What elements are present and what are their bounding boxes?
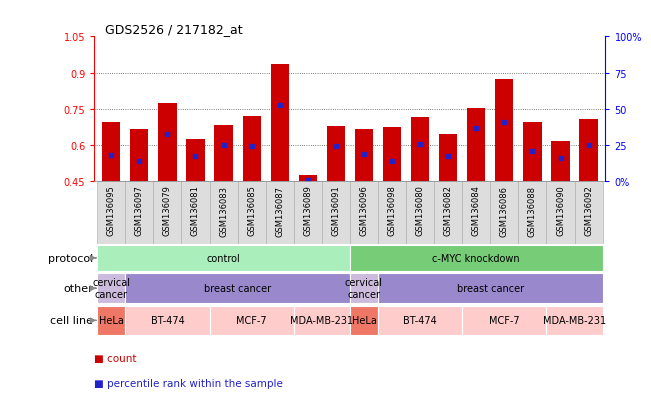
Text: c-MYC knockdown: c-MYC knockdown <box>432 253 520 263</box>
Bar <box>523 123 542 182</box>
Text: GSM136083: GSM136083 <box>219 185 228 236</box>
Bar <box>125 182 154 244</box>
Text: GSM136092: GSM136092 <box>584 185 593 236</box>
Bar <box>546 182 575 244</box>
Bar <box>378 306 462 335</box>
Text: GDS2526 / 217182_at: GDS2526 / 217182_at <box>105 23 242 36</box>
Bar <box>130 130 148 182</box>
Bar <box>378 274 603 303</box>
Text: ■ percentile rank within the sample: ■ percentile rank within the sample <box>94 378 283 388</box>
Bar <box>406 182 434 244</box>
Bar <box>462 306 546 335</box>
Bar <box>579 119 598 182</box>
Text: BT-474: BT-474 <box>403 316 437 325</box>
Text: breast cancer: breast cancer <box>204 283 271 294</box>
Bar <box>575 182 603 244</box>
Text: ■ count: ■ count <box>94 353 137 363</box>
Bar <box>490 182 518 244</box>
Text: cervical
cancer: cervical cancer <box>92 278 130 299</box>
Bar <box>97 245 350 271</box>
Text: HeLa: HeLa <box>352 316 376 325</box>
Bar <box>210 182 238 244</box>
Text: GSM136089: GSM136089 <box>303 185 312 236</box>
Text: GSM136086: GSM136086 <box>500 185 509 236</box>
Bar <box>186 140 204 182</box>
Text: MDA-MB-231: MDA-MB-231 <box>543 316 606 325</box>
Bar <box>97 182 125 244</box>
Bar <box>350 182 378 244</box>
Text: GSM136081: GSM136081 <box>191 185 200 236</box>
Text: GSM136096: GSM136096 <box>359 185 368 236</box>
Text: MCF-7: MCF-7 <box>489 316 519 325</box>
Text: control: control <box>206 253 240 263</box>
Bar <box>518 182 546 244</box>
Bar <box>434 182 462 244</box>
Text: GSM136080: GSM136080 <box>415 185 424 236</box>
Text: GSM136084: GSM136084 <box>472 185 481 236</box>
Bar <box>350 306 378 335</box>
Text: GSM136079: GSM136079 <box>163 185 172 236</box>
Text: protocol: protocol <box>48 253 93 263</box>
Bar <box>551 142 570 182</box>
Text: MCF-7: MCF-7 <box>236 316 267 325</box>
Bar <box>238 182 266 244</box>
Text: cell line: cell line <box>50 316 93 325</box>
Bar <box>495 79 514 182</box>
Bar <box>294 306 350 335</box>
Bar <box>350 274 378 303</box>
Bar <box>350 245 603 271</box>
Text: GSM136087: GSM136087 <box>275 185 284 236</box>
Bar <box>294 182 322 244</box>
Bar <box>467 108 486 182</box>
Text: GSM136088: GSM136088 <box>528 185 537 236</box>
Bar <box>154 182 182 244</box>
Text: GSM136095: GSM136095 <box>107 185 116 236</box>
Bar <box>182 182 210 244</box>
Bar <box>210 306 294 335</box>
Bar <box>411 118 429 182</box>
Text: GSM136091: GSM136091 <box>331 185 340 236</box>
Bar <box>378 182 406 244</box>
Text: GSM136085: GSM136085 <box>247 185 256 236</box>
Text: other: other <box>63 283 93 294</box>
Bar <box>322 182 350 244</box>
Bar <box>102 123 120 182</box>
Bar <box>271 65 289 182</box>
Bar <box>299 176 317 182</box>
Bar <box>462 182 490 244</box>
Bar <box>327 126 345 182</box>
Text: GSM136090: GSM136090 <box>556 185 565 236</box>
Bar <box>439 135 457 182</box>
Bar <box>97 274 125 303</box>
Bar <box>383 128 401 182</box>
Text: breast cancer: breast cancer <box>457 283 524 294</box>
Bar <box>266 182 294 244</box>
Bar <box>214 125 232 182</box>
Bar <box>158 104 176 182</box>
Bar <box>125 306 210 335</box>
Text: GSM136097: GSM136097 <box>135 185 144 236</box>
Text: GSM136082: GSM136082 <box>444 185 452 236</box>
Text: cervical
cancer: cervical cancer <box>345 278 383 299</box>
Bar <box>355 130 373 182</box>
Text: BT-474: BT-474 <box>150 316 184 325</box>
Text: HeLa: HeLa <box>99 316 124 325</box>
Text: MDA-MB-231: MDA-MB-231 <box>290 316 353 325</box>
Bar <box>546 306 603 335</box>
Bar <box>97 306 125 335</box>
Bar <box>125 274 350 303</box>
Bar <box>243 117 261 182</box>
Text: GSM136098: GSM136098 <box>387 185 396 236</box>
